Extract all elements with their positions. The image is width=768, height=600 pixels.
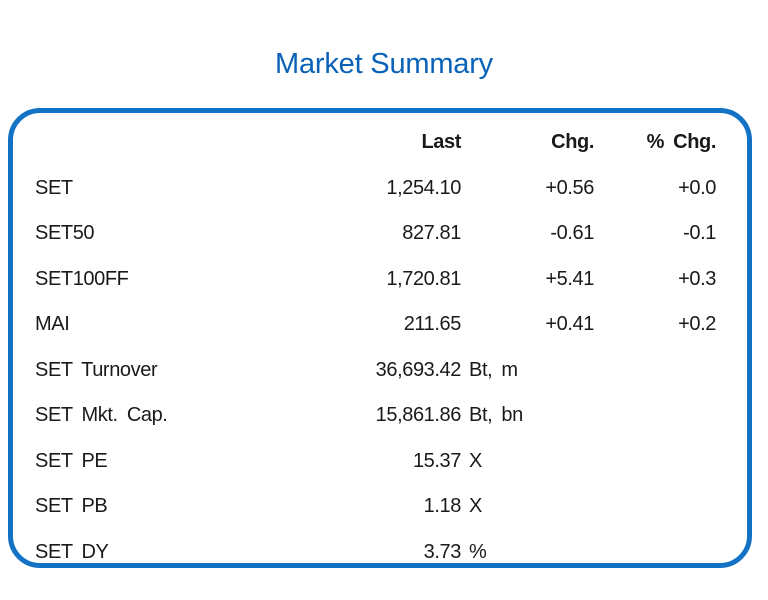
row-label: SET100FF	[35, 267, 129, 290]
summary-box: Last Chg. % Chg. SET 1,254.10 +0.56 +0.0…	[8, 108, 752, 568]
column-header-chg: Chg.	[551, 131, 594, 154]
row-label: MAI	[35, 313, 70, 336]
last-value: 211.65	[403, 313, 462, 336]
table-row-set50: SET50 827.81 -0.61 -0.1	[35, 211, 747, 257]
market-table: Last Chg. % Chg. SET 1,254.10 +0.56 +0.0…	[13, 113, 747, 564]
row-label: SET	[35, 176, 73, 199]
table-header-row: Last Chg. % Chg.	[35, 120, 747, 166]
column-header-last: Last	[421, 131, 461, 154]
table-row-set: SET 1,254.10 +0.56 +0.0	[35, 166, 747, 212]
row-label: SET PE	[35, 449, 108, 472]
pct-chg-value: +0.0	[678, 176, 716, 199]
pct-chg-value: +0.2	[678, 313, 716, 336]
table-row-set-mkt-cap: SET Mkt. Cap. 15,861.86 Bt, bn	[35, 393, 747, 439]
last-unit: X	[469, 495, 482, 518]
last-value: 1.18	[423, 495, 462, 518]
last-value: 15.37	[412, 449, 461, 472]
last-value: 15,861.86	[375, 404, 462, 427]
row-label: SET Turnover	[35, 358, 158, 381]
page-title: Market Summary	[275, 48, 493, 80]
row-label: SET DY	[35, 540, 109, 563]
last-unit: %	[469, 540, 487, 563]
table-row-set-turnover: SET Turnover 36,693.42 Bt, m	[35, 348, 747, 394]
chg-value: +0.41	[545, 313, 594, 336]
row-label: SET Mkt. Cap.	[35, 404, 168, 427]
last-unit: X	[469, 449, 482, 472]
column-header-pct-chg: % Chg.	[646, 131, 717, 154]
last-unit: Bt, bn	[469, 404, 523, 427]
table-row-set-pb: SET PB 1.18 X	[35, 484, 747, 530]
last-value: 3.73	[423, 540, 462, 563]
chg-value: +0.56	[545, 176, 594, 199]
last-value: 1,254.10	[386, 176, 461, 199]
table-row-set-pe: SET PE 15.37 X	[35, 439, 747, 485]
last-value: 827.81	[402, 222, 461, 245]
pct-chg-value: +0.3	[678, 267, 716, 290]
last-value: 1,720.81	[386, 267, 461, 290]
table-row-set-dy: SET DY 3.73 %	[35, 530, 747, 564]
chg-value: -0.61	[550, 222, 594, 245]
table-row-mai: MAI 211.65 +0.41 +0.2	[35, 302, 747, 348]
row-label: SET50	[35, 222, 95, 245]
chg-value: +5.41	[545, 267, 594, 290]
row-label: SET PB	[35, 495, 108, 518]
last-value: 36,693.42	[375, 358, 462, 381]
pct-chg-value: -0.1	[683, 222, 716, 245]
last-unit: Bt, m	[469, 358, 518, 381]
table-row-set100ff: SET100FF 1,720.81 +5.41 +0.3	[35, 257, 747, 303]
